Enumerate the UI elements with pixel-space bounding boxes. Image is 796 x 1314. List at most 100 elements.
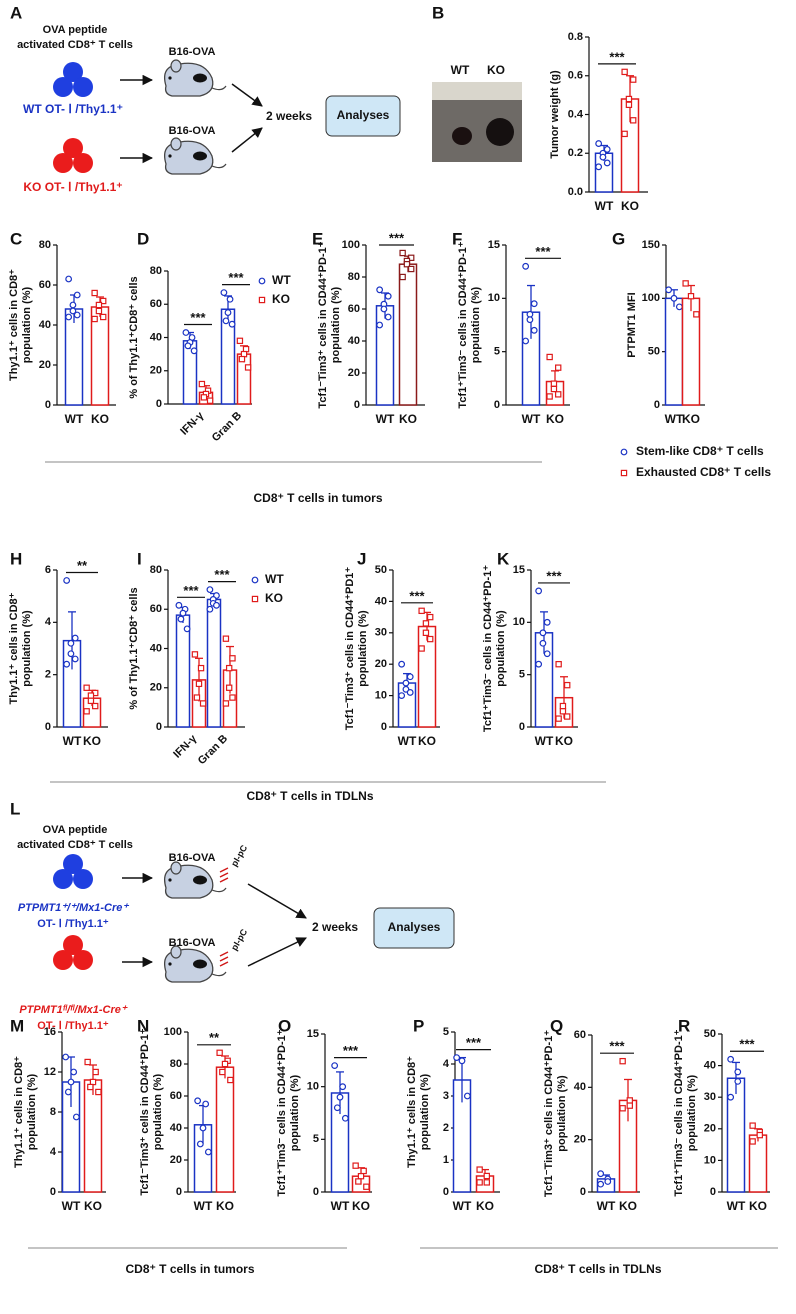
data-point — [555, 715, 562, 722]
data-point — [64, 1088, 72, 1096]
data-point — [222, 635, 230, 642]
bar — [215, 1066, 235, 1193]
panel-label: B — [432, 3, 444, 22]
data-point — [244, 364, 252, 371]
data-point — [539, 639, 547, 647]
data-point — [219, 1068, 226, 1076]
text: 2 weeks — [312, 920, 358, 934]
text: Analyses — [337, 108, 390, 122]
data-point — [91, 289, 98, 297]
data-point — [539, 629, 547, 637]
data-point — [749, 1122, 756, 1129]
y-axis-label: Tcf1⁻Tim3⁺ cells in CD44⁺PD1⁺ — [344, 567, 356, 731]
panel-label: G — [612, 229, 625, 248]
y-tick-label: 0.4 — [568, 108, 584, 120]
data-point — [603, 145, 611, 153]
data-point — [555, 364, 562, 371]
y-tick-label: 50 — [704, 1028, 716, 1040]
y-tick-label: 8 — [50, 1106, 56, 1118]
x-tick-label: WT — [595, 199, 614, 213]
data-point — [221, 1060, 229, 1068]
data-point — [630, 117, 637, 124]
y-tick-label: 10 — [307, 1081, 319, 1093]
x-tick-label: WT — [453, 1199, 472, 1213]
data-point — [463, 1092, 471, 1100]
y-tick-label: 40 — [704, 1060, 716, 1072]
cell — [53, 869, 73, 889]
y-tick-label: 0.2 — [568, 147, 583, 159]
y-tick-label: 10 — [375, 690, 387, 702]
data-point — [238, 355, 246, 363]
data-point — [550, 380, 558, 387]
y-tick-label: 20 — [348, 367, 360, 379]
y-tick-label: 10 — [704, 1154, 716, 1166]
x-tick-label: Gran B — [196, 733, 230, 767]
y-tick-label: 40 — [39, 319, 51, 331]
text: activated CD8⁺ T cells — [17, 39, 133, 51]
data-point — [225, 684, 233, 691]
data-point — [535, 660, 543, 668]
cell — [53, 153, 73, 173]
y-axis-label: population (%) — [26, 1073, 38, 1150]
panel-label: H — [10, 549, 22, 568]
x-tick-label: KO — [619, 1199, 637, 1213]
x-tick-label: WT — [65, 412, 84, 426]
data-point — [749, 1138, 756, 1145]
box — [373, 907, 455, 949]
cell — [53, 950, 73, 970]
cell — [73, 77, 93, 97]
data-point — [222, 317, 230, 325]
y-tick-label: 0.0 — [568, 186, 583, 198]
text: KO — [487, 63, 505, 77]
data-point — [406, 689, 414, 696]
text: B16-OVA — [169, 125, 216, 137]
data-point — [403, 261, 411, 268]
data-point — [336, 1093, 344, 1101]
y-tick-label: 40 — [150, 642, 162, 654]
panel-label: D — [137, 229, 149, 248]
data-point — [546, 393, 553, 400]
data-point — [603, 159, 611, 167]
panel-label: A — [10, 3, 22, 22]
data-point — [595, 163, 603, 171]
injection — [219, 867, 229, 967]
y-tick-label: 80 — [39, 239, 51, 251]
x-tick-label: KO — [216, 1199, 234, 1213]
bar — [64, 308, 84, 406]
significance-label: *** — [389, 230, 405, 245]
y-axis-label: population (%) — [495, 610, 507, 687]
data-point — [71, 634, 79, 642]
x-tick-label: WT — [665, 412, 684, 426]
data-point — [483, 1179, 490, 1186]
y-tick-label: 10 — [488, 292, 500, 304]
y-axis-label: population (%) — [470, 286, 482, 363]
x-tick-label: KO — [476, 1199, 494, 1213]
legend-label: KO — [272, 292, 290, 306]
arrow — [247, 937, 307, 967]
y-tick-label: 0 — [354, 399, 360, 411]
data-point — [408, 265, 415, 273]
x-tick-label: KO — [84, 1199, 102, 1213]
y-tick-label: 20 — [574, 1134, 586, 1146]
text: OVA peptide — [43, 824, 108, 836]
x-tick-label: IFN-γ — [171, 732, 200, 761]
y-tick-label: 100 — [342, 239, 360, 251]
data-point — [69, 307, 77, 315]
section-label: CD8⁺ T cells in tumors — [253, 491, 382, 505]
data-point — [236, 337, 244, 345]
y-tick-label: 100 — [642, 292, 660, 304]
x-tick-label: KO — [682, 412, 700, 426]
data-point — [222, 700, 230, 707]
panel-label: O — [278, 1016, 291, 1035]
data-point — [199, 700, 207, 707]
panel-label: K — [497, 549, 510, 568]
y-tick-label: 40 — [375, 595, 387, 607]
data-point — [483, 1172, 490, 1180]
data-point — [184, 342, 192, 350]
data-point — [734, 1068, 742, 1076]
arrow — [247, 883, 307, 919]
y-tick-label: 20 — [375, 658, 387, 670]
data-point — [376, 321, 384, 329]
y-tick-label: 15 — [307, 1028, 319, 1040]
y-tick-label: 20 — [150, 682, 162, 694]
